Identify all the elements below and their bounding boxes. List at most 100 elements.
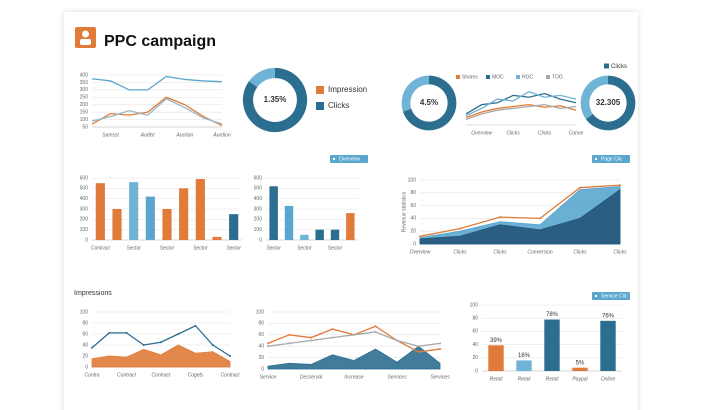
point: [288, 342, 291, 345]
y-tick-label: 80: [472, 316, 478, 322]
point: [267, 342, 269, 345]
x-tick-label: Conversion: [527, 249, 553, 255]
x-tick-label: Overview: [410, 249, 431, 255]
x-tick-label: Increase: [344, 374, 363, 380]
x-tick-label: Contract: [221, 372, 241, 378]
badge-label: Clicks: [611, 64, 627, 70]
bar-value-label: 76%: [602, 313, 615, 319]
x-tick-label: Services: [430, 374, 450, 380]
bar: [544, 319, 560, 371]
bar: [600, 320, 616, 371]
legend-swatch: [316, 86, 324, 94]
y-tick-label: 80: [82, 320, 88, 326]
y-tick-label: 0: [85, 237, 88, 243]
y-tick-label: 100: [254, 227, 263, 233]
point: [374, 325, 377, 328]
card: [64, 12, 638, 410]
bar: [112, 209, 122, 240]
y-tick-label: 300: [80, 206, 89, 212]
legend-swatch: [486, 75, 490, 79]
badge: [330, 155, 368, 163]
point: [108, 331, 111, 334]
y-tick-label: 40: [472, 342, 478, 348]
y-tick-label: 400: [80, 72, 89, 78]
badge-dot: [333, 158, 335, 160]
bar-value-label: 5%: [576, 360, 585, 366]
bar: [145, 196, 155, 240]
section-label: Impressions: [74, 290, 112, 297]
legend-swatch: [546, 75, 550, 79]
x-tick-label: Cogets: [188, 372, 204, 378]
y-tick-label: 20: [472, 355, 478, 361]
y-tick-label: 80: [258, 321, 264, 327]
legend-swatch: [456, 75, 460, 79]
bar: [284, 205, 294, 240]
x-tick-label: Sector: [126, 245, 141, 251]
bar: [315, 229, 324, 240]
y-tick-label: 40: [410, 216, 416, 222]
donut-segment: [585, 75, 636, 131]
y-tick-label: 0: [413, 241, 416, 247]
x-tick-label: Clicks: [613, 249, 627, 255]
y-tick-label: 20: [82, 353, 88, 359]
y-tick-label: 100: [470, 302, 479, 308]
x-tick-label: Service: [260, 374, 277, 380]
x-tick-label: Clicks: [538, 130, 552, 136]
x-tick-label: Samsst: [102, 132, 119, 138]
point: [396, 339, 398, 342]
bar: [229, 214, 239, 240]
x-tick-label: Online: [601, 376, 616, 382]
legend-swatch: [516, 75, 520, 79]
point: [579, 186, 581, 189]
donut-segment: [402, 75, 457, 131]
badge: [592, 155, 630, 163]
y-tick-label: 100: [256, 309, 265, 315]
y-tick-label: 150: [80, 109, 89, 115]
y-tick-label: 50: [82, 124, 88, 130]
line: [419, 184, 621, 237]
donut-segment: [580, 75, 609, 120]
x-tick-label: Contra: [84, 372, 99, 378]
y-tick-label: 400: [80, 196, 89, 202]
bar: [572, 367, 588, 371]
y-axis-label: Revenue statistics: [401, 191, 407, 232]
y-tick-label: 100: [80, 227, 89, 233]
point: [331, 336, 334, 339]
bar: [195, 179, 205, 240]
legend-label: Clicks: [328, 101, 349, 110]
point: [288, 333, 291, 336]
x-tick-label: Aodlst: [140, 132, 156, 138]
y-tick-label: 100: [408, 177, 417, 183]
point: [125, 331, 128, 334]
y-tick-label: 300: [254, 206, 263, 212]
x-tick-label: Clicks: [493, 249, 507, 255]
y-tick-label: 40: [82, 342, 88, 348]
x-tick-label: Sector: [160, 245, 175, 251]
line: [91, 75, 223, 91]
x-tick-label: Contract: [117, 372, 137, 378]
x-tick-label: Aurdion: [212, 132, 230, 138]
bar: [516, 360, 532, 371]
page-title: PPC campaign: [104, 33, 216, 50]
x-tick-label: Retail: [490, 376, 504, 382]
x-tick-label: Clicks: [573, 249, 587, 255]
legend-label: Impression: [328, 85, 367, 94]
point: [331, 328, 334, 331]
point: [160, 341, 162, 344]
point: [310, 339, 312, 342]
point: [417, 350, 420, 353]
point: [211, 344, 214, 346]
y-tick-label: 0: [261, 366, 264, 372]
y-tick-label: 0: [85, 364, 88, 370]
y-tick-label: 250: [80, 95, 89, 101]
point: [353, 333, 355, 336]
y-tick-label: 100: [80, 117, 89, 123]
point: [439, 342, 441, 345]
x-tick-label: Clicks: [506, 130, 520, 136]
badge-label: Page Clic: [601, 157, 623, 163]
bar: [346, 213, 355, 240]
area: [267, 345, 441, 370]
x-tick-label: Sector: [297, 245, 312, 251]
y-tick-label: 500: [80, 186, 89, 192]
